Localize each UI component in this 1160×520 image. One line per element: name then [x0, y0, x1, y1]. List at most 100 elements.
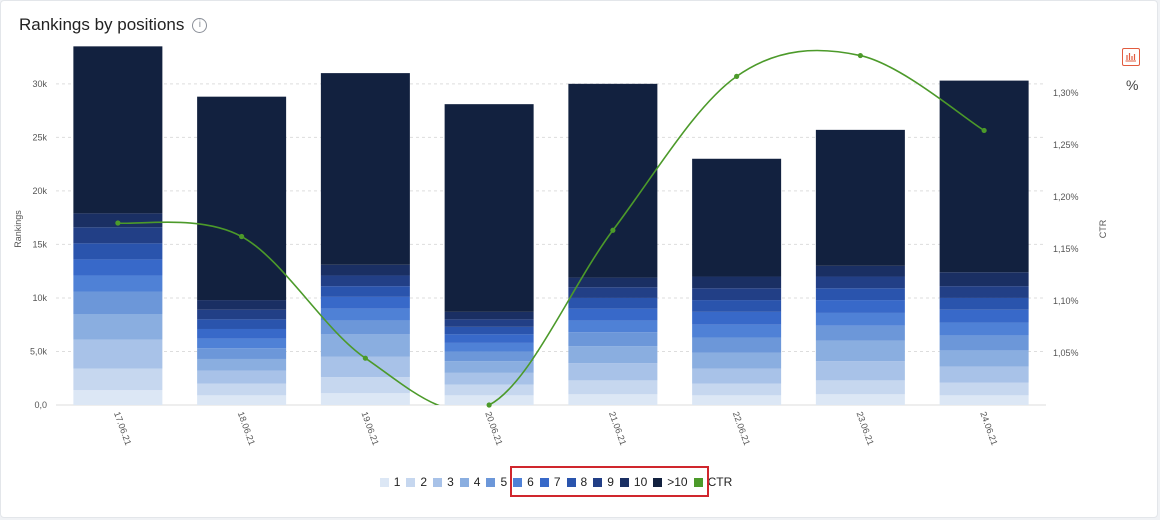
ctr-point[interactable] [486, 402, 492, 408]
bar-segment-5[interactable] [692, 337, 782, 353]
bar-segment-6[interactable] [815, 312, 905, 326]
bar-segment-8[interactable] [320, 286, 410, 297]
legend-item[interactable]: 1 [379, 475, 400, 489]
legend-item[interactable]: 7 [539, 475, 561, 489]
bar-segment-10[interactable] [692, 276, 782, 289]
bar-segment-2[interactable] [444, 384, 534, 396]
bar-segment-9[interactable] [568, 287, 658, 298]
bar-segment-9[interactable] [939, 286, 1029, 298]
bar-segment-1[interactable] [320, 393, 410, 405]
bar-segment-8[interactable] [197, 319, 287, 329]
bar-segment-1[interactable] [692, 395, 782, 405]
bar-segment-5[interactable] [815, 325, 905, 341]
bar-segment-6[interactable] [692, 324, 782, 338]
bar-segment-10[interactable] [568, 277, 658, 288]
bar-segment-2[interactable] [320, 377, 410, 394]
bar-segment-7[interactable] [815, 300, 905, 313]
bar-segment-3[interactable] [444, 372, 534, 385]
legend-item[interactable]: 4 [459, 475, 480, 489]
bar-segment-5[interactable] [568, 332, 658, 347]
bar-segment-11[interactable] [692, 158, 782, 277]
bar-segment-7[interactable] [320, 296, 410, 309]
bar-segment-2[interactable] [692, 383, 782, 396]
bar-segment-7[interactable] [444, 334, 534, 343]
bar-segment-4[interactable] [692, 352, 782, 369]
legend-item[interactable]: >10 [653, 475, 688, 489]
bar-segment-10[interactable] [320, 264, 410, 276]
bar-segment-8[interactable] [73, 243, 163, 260]
bar-segment-4[interactable] [815, 340, 905, 362]
legend-item[interactable]: CTR [693, 475, 732, 489]
bar-segment-5[interactable] [444, 351, 534, 362]
bar-segment-5[interactable] [939, 335, 1029, 351]
bar-segment-2[interactable] [568, 380, 658, 395]
bar-segment-3[interactable] [73, 339, 163, 369]
bar-segment-11[interactable] [939, 80, 1029, 273]
bar-segment-11[interactable] [320, 73, 410, 265]
bar-segment-6[interactable] [197, 338, 287, 349]
legend-item[interactable]: 6 [513, 475, 534, 489]
legend-item[interactable]: 2 [406, 475, 427, 489]
bar-segment-7[interactable] [939, 309, 1029, 323]
info-icon[interactable]: i [192, 17, 208, 33]
bar-segment-9[interactable] [320, 275, 410, 287]
bar-segment-6[interactable] [320, 308, 410, 321]
bar-segment-8[interactable] [568, 297, 658, 309]
bar-segment-7[interactable] [692, 311, 782, 325]
bar-segment-7[interactable] [197, 328, 287, 339]
bar-segment-10[interactable] [815, 265, 905, 277]
bar-chart-icon[interactable] [1122, 48, 1140, 66]
bar-segment-4[interactable] [197, 358, 287, 371]
bar-segment-3[interactable] [568, 363, 658, 381]
bar-segment-11[interactable] [568, 83, 658, 278]
bar-segment-2[interactable] [815, 380, 905, 395]
bar-segment-6[interactable] [73, 275, 163, 292]
bar-segment-7[interactable] [73, 259, 163, 276]
legend-item[interactable]: 10 [619, 475, 647, 489]
bar-segment-7[interactable] [568, 308, 658, 321]
bar-segment-1[interactable] [73, 390, 163, 405]
bar-segment-10[interactable] [444, 311, 534, 320]
bar-segment-10[interactable] [197, 300, 287, 310]
legend-item[interactable]: 9 [593, 475, 614, 489]
bar-segment-4[interactable] [444, 361, 534, 373]
bar-segment-10[interactable] [73, 213, 163, 228]
ctr-point[interactable] [857, 52, 863, 59]
bar-segment-11[interactable] [197, 96, 287, 301]
bar-segment-11[interactable] [73, 46, 163, 214]
bar-segment-8[interactable] [939, 297, 1029, 310]
bar-segment-4[interactable] [939, 350, 1029, 367]
bar-segment-8[interactable] [444, 326, 534, 335]
bar-segment-9[interactable] [73, 227, 163, 244]
bar-segment-9[interactable] [197, 309, 287, 320]
ctr-point[interactable] [734, 73, 740, 79]
bar-segment-3[interactable] [939, 366, 1029, 383]
bar-segment-1[interactable] [939, 395, 1029, 405]
bar-segment-1[interactable] [444, 395, 534, 405]
bar-segment-1[interactable] [197, 395, 287, 405]
bar-segment-6[interactable] [444, 342, 534, 352]
bar-segment-4[interactable] [320, 334, 410, 357]
bar-segment-8[interactable] [815, 288, 905, 301]
bar-segment-11[interactable] [444, 104, 534, 312]
ctr-point[interactable] [115, 220, 121, 226]
bar-segment-2[interactable] [73, 368, 163, 391]
bar-segment-2[interactable] [197, 383, 287, 396]
bar-segment-6[interactable] [939, 322, 1029, 336]
bar-segment-3[interactable] [815, 361, 905, 381]
bar-segment-10[interactable] [939, 272, 1029, 287]
legend-item[interactable]: 5 [486, 475, 507, 489]
bar-segment-5[interactable] [320, 320, 410, 335]
bar-segment-4[interactable] [568, 346, 658, 364]
bar-segment-3[interactable] [692, 368, 782, 384]
bar-segment-3[interactable] [197, 370, 287, 384]
percent-toggle[interactable]: % [1126, 77, 1139, 93]
ctr-point[interactable] [981, 127, 987, 134]
ctr-point[interactable] [362, 355, 368, 361]
bar-segment-9[interactable] [815, 276, 905, 289]
bar-segment-4[interactable] [73, 314, 163, 340]
legend-item[interactable]: 8 [566, 475, 587, 489]
bar-segment-9[interactable] [444, 319, 534, 327]
bar-segment-9[interactable] [692, 288, 782, 301]
bar-segment-1[interactable] [815, 394, 905, 405]
